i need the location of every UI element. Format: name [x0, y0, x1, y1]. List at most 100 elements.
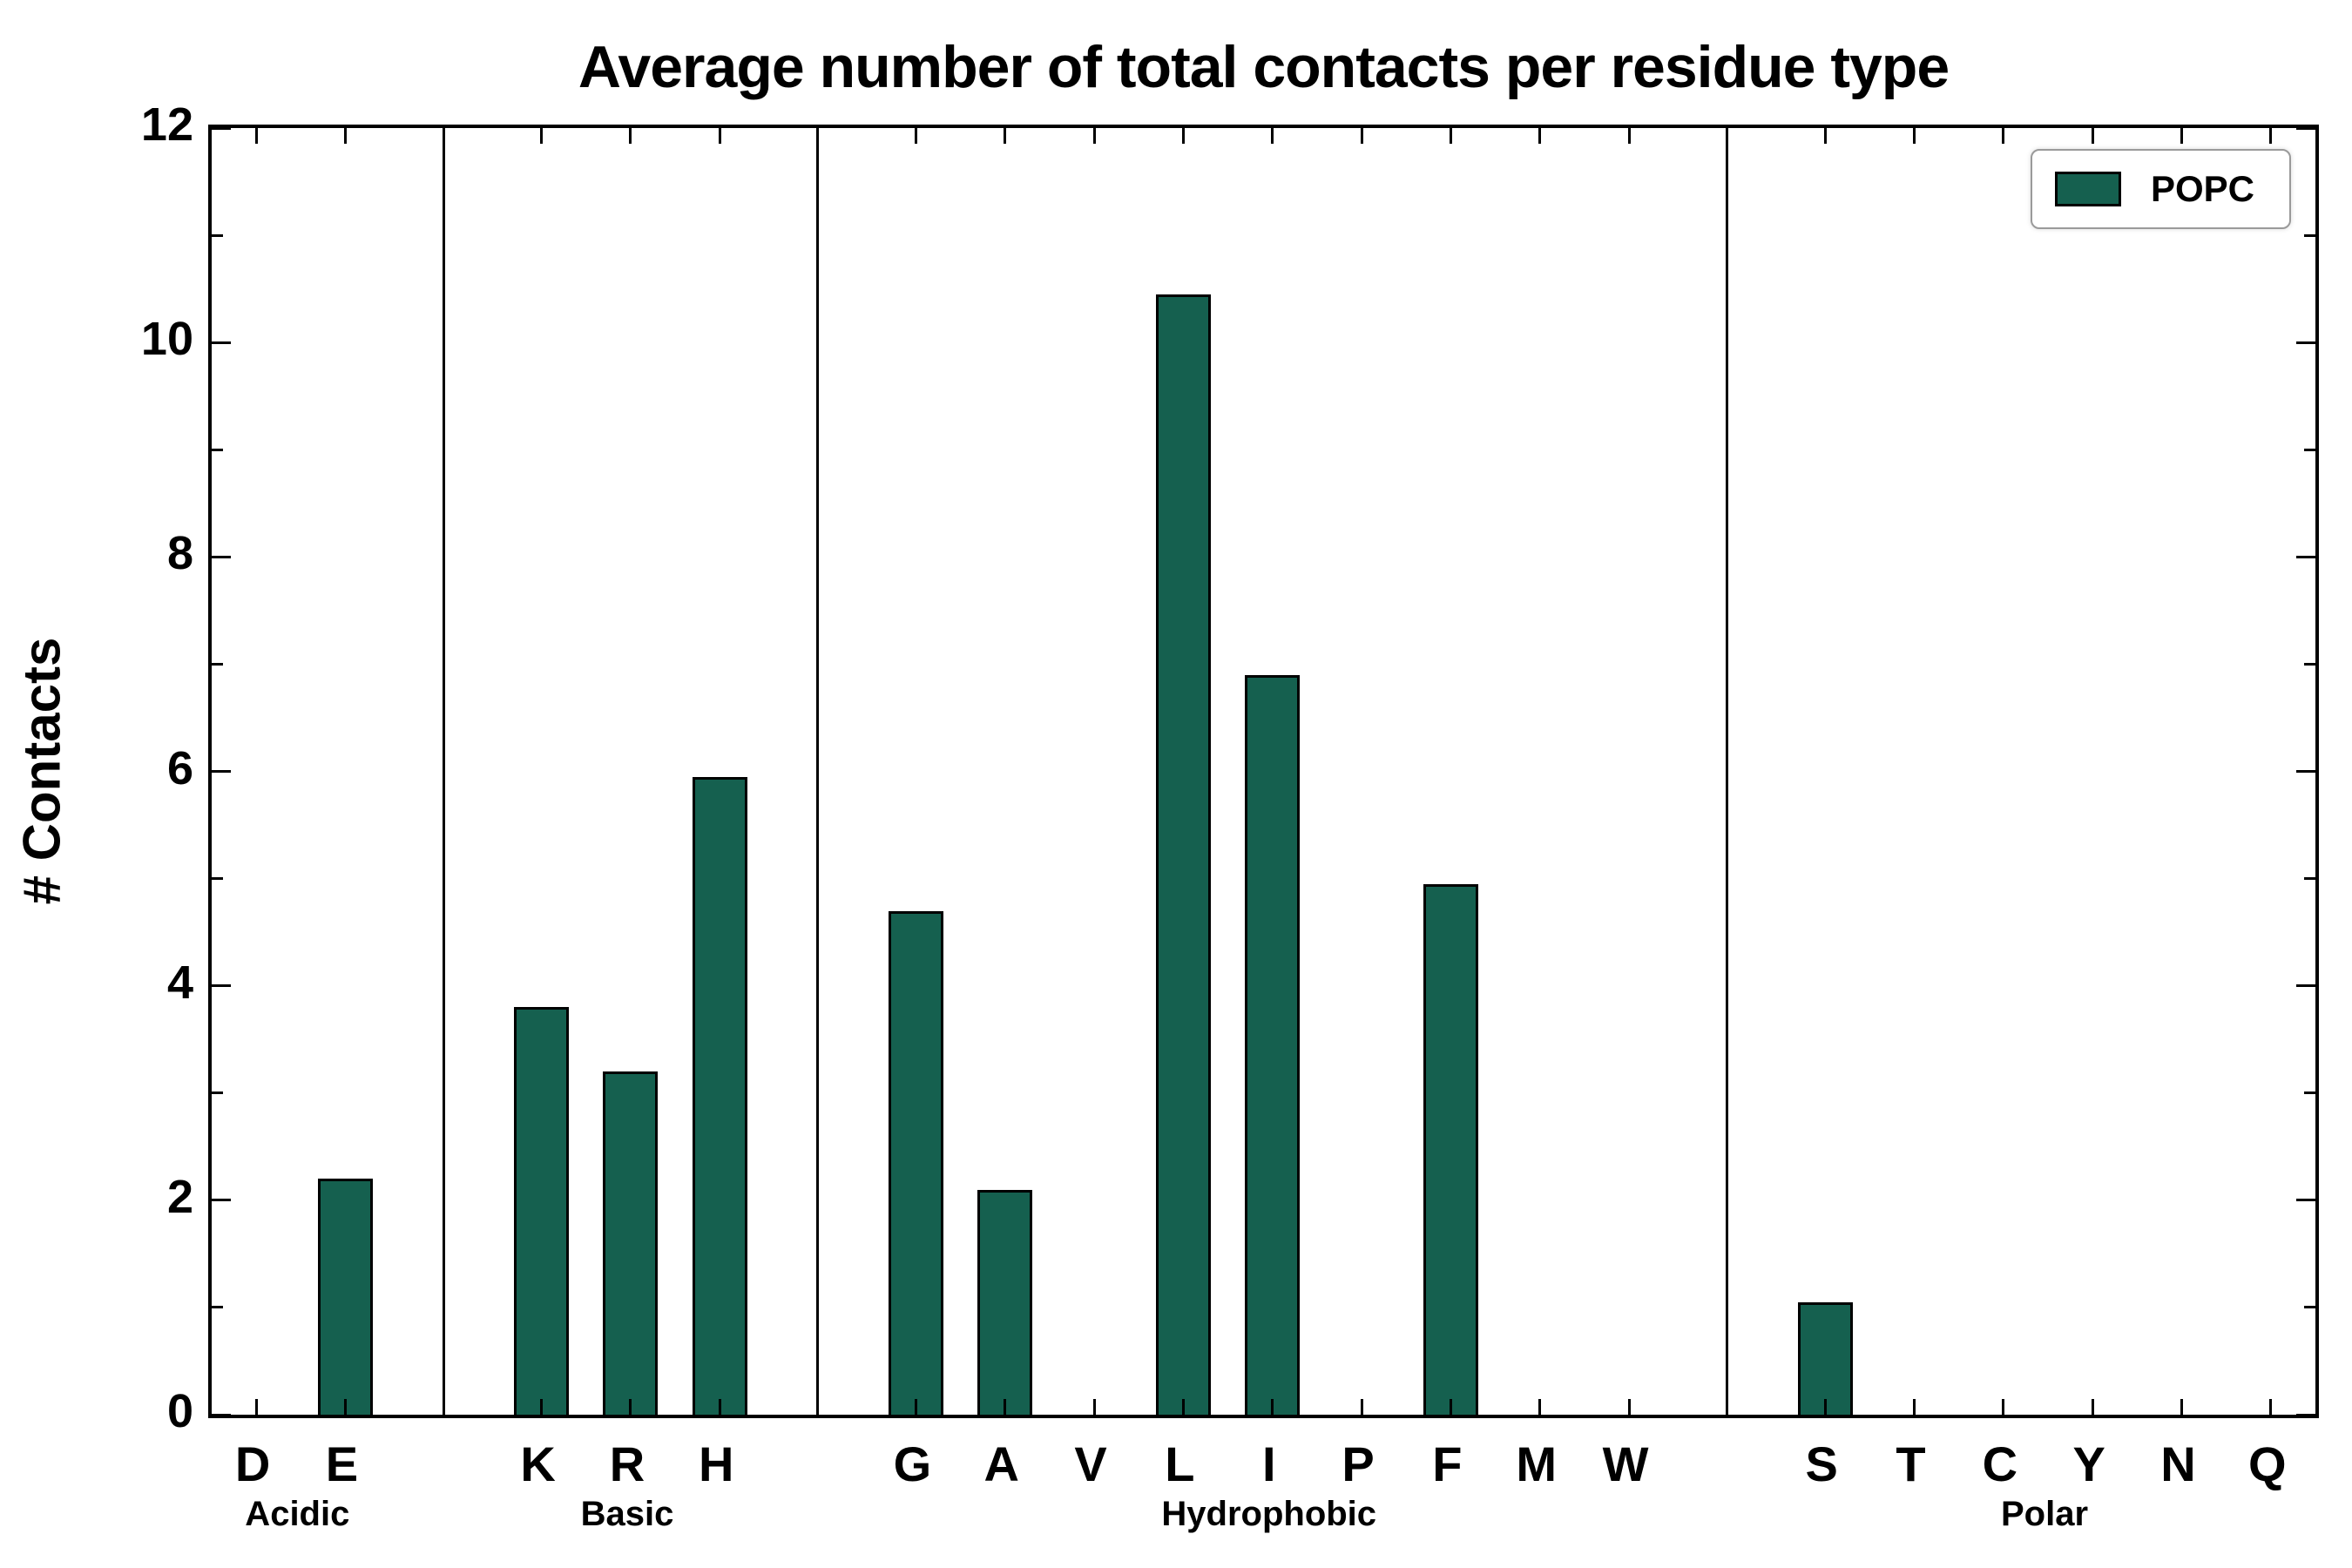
- y-tick-8: [2296, 555, 2315, 558]
- x-tick-top-P: [1360, 128, 1363, 144]
- x-group-labels: Acidic Basic Hydrophobic Polar: [208, 1495, 2319, 1538]
- legend-label-popc: POPC: [2150, 168, 2254, 209]
- bar-G: [888, 910, 943, 1415]
- y-tick-6: [212, 770, 231, 773]
- group-label-hydrophobic: Hydrophobic: [1161, 1495, 1377, 1533]
- bar-A: [977, 1189, 1033, 1415]
- x-tick-label-Y: Y: [2072, 1436, 2105, 1491]
- y-tick-4: [212, 984, 231, 988]
- y-tick-label-8: 8: [166, 527, 193, 580]
- x-tick-label-E: E: [325, 1436, 359, 1491]
- y-tick-2: [212, 1199, 231, 1202]
- y-minor-tick-11: [212, 233, 223, 237]
- x-tick-label-S: S: [1805, 1436, 1838, 1491]
- y-tick-8: [212, 555, 231, 558]
- y-minor-tick-5: [2304, 877, 2315, 881]
- bar-L: [1155, 294, 1211, 1415]
- x-tick-A: [1004, 1399, 1007, 1415]
- x-tick-Y: [2091, 1399, 2094, 1415]
- y-tick-label-2: 2: [166, 1170, 193, 1223]
- x-tick-label-Q: Q: [2248, 1436, 2287, 1491]
- x-tick-T: [1913, 1399, 1916, 1415]
- bar-K: [514, 1007, 570, 1415]
- y-minor-tick-9: [212, 448, 223, 451]
- x-tick-label-T: T: [1896, 1436, 1926, 1491]
- bar-I: [1245, 674, 1301, 1415]
- x-tick-L: [1181, 1399, 1185, 1415]
- x-tick-V: [1092, 1399, 1096, 1415]
- legend: POPC: [2030, 149, 2291, 229]
- x-tick-top-K: [540, 128, 544, 144]
- x-tick-label-A: A: [983, 1436, 1019, 1491]
- y-minor-tick-11: [2304, 233, 2315, 237]
- x-tick-top-S: [1823, 128, 1827, 144]
- x-tick-top-I: [1271, 128, 1274, 144]
- x-tick-top-A: [1004, 128, 1007, 144]
- bar-H: [692, 776, 747, 1415]
- x-tick-E: [343, 1399, 347, 1415]
- group-separator: [816, 128, 820, 1415]
- y-tick-6: [2296, 770, 2315, 773]
- y-tick-label-10: 10: [140, 313, 193, 366]
- y-tick-12: [2296, 126, 2315, 130]
- y-minor-tick-9: [2304, 448, 2315, 451]
- y-tick-label-0: 0: [166, 1385, 193, 1437]
- group-label-polar: Polar: [2000, 1495, 2089, 1533]
- y-tick-4: [2296, 984, 2315, 988]
- x-tick-P: [1360, 1399, 1363, 1415]
- y-minor-tick-1: [2304, 1306, 2315, 1309]
- x-tick-top-N: [2180, 128, 2183, 144]
- x-tick-label-F: F: [1432, 1436, 1463, 1491]
- y-minor-tick-7: [2304, 662, 2315, 666]
- y-minor-tick-3: [2304, 1092, 2315, 1095]
- bar-S: [1797, 1301, 1853, 1415]
- x-tick-label-P: P: [1342, 1436, 1375, 1491]
- y-minor-tick-5: [212, 877, 223, 881]
- x-tick-I: [1271, 1399, 1274, 1415]
- x-tick-label-M: M: [1516, 1436, 1558, 1491]
- x-tick-M: [1538, 1399, 1542, 1415]
- y-tick-0: [212, 1413, 231, 1416]
- x-tick-top-L: [1181, 128, 1185, 144]
- y-tick-10: [212, 341, 231, 344]
- y-tick-2: [2296, 1199, 2315, 1202]
- y-minor-tick-1: [212, 1306, 223, 1309]
- x-tick-S: [1823, 1399, 1827, 1415]
- x-tick-label-L: L: [1165, 1436, 1195, 1491]
- x-tick-label-R: R: [609, 1436, 645, 1491]
- x-tick-top-D: [254, 128, 258, 144]
- y-minor-tick-7: [212, 662, 223, 666]
- x-tick-top-C: [2002, 128, 2005, 144]
- x-tick-R: [629, 1399, 632, 1415]
- x-tick-label-W: W: [1602, 1436, 1649, 1491]
- x-tick-label-G: G: [893, 1436, 932, 1491]
- x-tick-label-C: C: [1982, 1436, 2018, 1491]
- x-tick-top-V: [1092, 128, 1096, 144]
- chart-title: Average number of total contacts per res…: [578, 34, 1950, 100]
- x-tick-N: [2180, 1399, 2183, 1415]
- x-tick-label-V: V: [1074, 1436, 1107, 1491]
- y-tick-0: [2296, 1413, 2315, 1416]
- x-tick-D: [254, 1399, 258, 1415]
- x-tick-G: [914, 1399, 917, 1415]
- x-tick-top-W: [1627, 128, 1631, 144]
- x-tick-label-H: H: [699, 1436, 734, 1491]
- x-tick-top-H: [718, 128, 721, 144]
- x-tick-top-E: [343, 128, 347, 144]
- x-tick-C: [2002, 1399, 2005, 1415]
- x-tick-label-K: K: [520, 1436, 556, 1491]
- x-tick-top-T: [1913, 128, 1916, 144]
- x-tick-K: [540, 1399, 544, 1415]
- group-label-acidic: Acidic: [245, 1495, 350, 1533]
- y-tick-label-12: 12: [140, 98, 193, 151]
- x-tick-top-G: [914, 128, 917, 144]
- y-tick-12: [212, 126, 231, 130]
- x-tick-top-Q: [2269, 128, 2273, 144]
- x-tick-W: [1627, 1399, 1631, 1415]
- y-minor-tick-3: [212, 1092, 223, 1095]
- bar-E: [317, 1179, 373, 1415]
- x-tick-label-N: N: [2160, 1436, 2196, 1491]
- y-tick-label-6: 6: [166, 741, 193, 794]
- plot-area: POPC: [208, 125, 2319, 1418]
